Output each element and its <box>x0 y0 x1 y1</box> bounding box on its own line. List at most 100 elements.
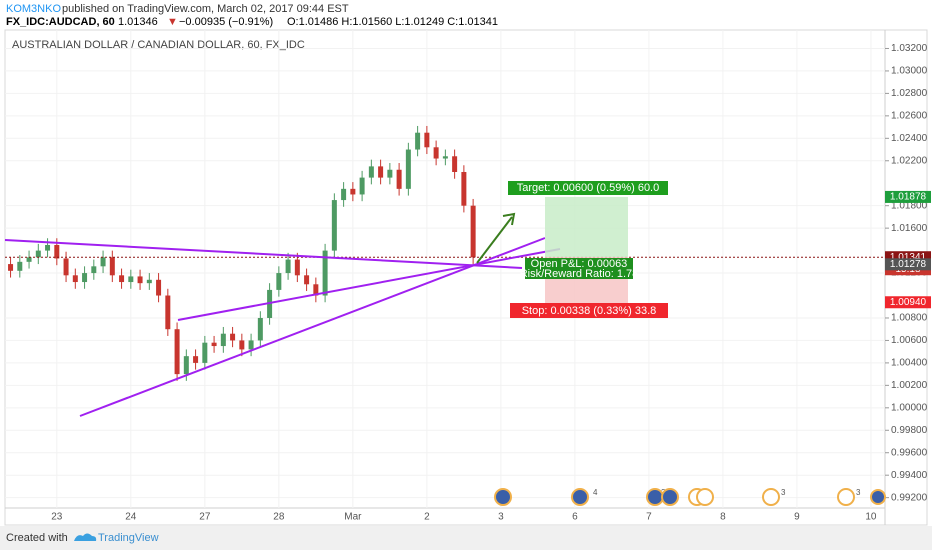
x-tick-label: 3 <box>498 512 504 523</box>
published: published on TradingView.com, March 02, … <box>62 3 349 15</box>
candle-body <box>239 340 245 350</box>
event-count: 3 <box>781 488 786 497</box>
candle-body <box>294 259 300 276</box>
x-tick-label: 2 <box>424 512 430 523</box>
candle-body <box>359 177 365 195</box>
footer-created: Created with <box>6 532 68 544</box>
target-label-box <box>508 181 668 195</box>
y-tick-label: 0.99600 <box>891 447 928 458</box>
candle-body <box>165 295 171 330</box>
symbol: FX_IDC:AUDCAD, 60 <box>6 16 115 28</box>
x-tick-label: 6 <box>572 512 578 523</box>
trend-line <box>4 239 523 269</box>
price-label-box <box>885 190 931 203</box>
candle-body <box>257 317 263 341</box>
y-tick-label: 1.00800 <box>891 313 928 324</box>
last-price: 1.01346 <box>118 16 158 28</box>
candle-body <box>452 156 458 172</box>
candle-body <box>396 169 402 189</box>
candle-body <box>128 276 134 283</box>
candle-body <box>8 264 14 271</box>
y-tick-label: 1.00600 <box>891 335 928 346</box>
price-label: 1.01878 <box>890 192 927 203</box>
events: 4 2 3 3 <box>494 488 886 506</box>
y-tick-label: 1.02200 <box>891 155 928 166</box>
event-icon[interactable] <box>494 488 512 506</box>
event-icon[interactable] <box>762 488 780 506</box>
candle-body <box>82 273 88 283</box>
author: KOM3NKO <box>6 3 61 15</box>
candle-body <box>470 205 476 258</box>
event-icon[interactable] <box>837 488 855 506</box>
candle-body <box>220 333 226 347</box>
stop-label: Stop: 0.00338 (0.33%) 33.8 <box>522 305 657 317</box>
candle-body <box>368 166 374 178</box>
y-tick-label: 1.00000 <box>891 402 928 413</box>
x-tick-label: 9 <box>794 512 800 523</box>
change: −0.00935 (−0.91%) <box>179 16 273 28</box>
footer <box>0 526 932 550</box>
event-icon[interactable] <box>661 488 679 506</box>
candle-body <box>174 329 180 375</box>
candle-body <box>45 244 51 251</box>
candle-body <box>193 356 199 363</box>
candle-body <box>248 340 254 350</box>
y-tick-label: 1.02600 <box>891 110 928 121</box>
y-tick-label: 1.03000 <box>891 66 928 77</box>
price-label-box <box>885 296 931 309</box>
candle-body <box>146 279 152 284</box>
trend-line <box>177 248 561 321</box>
y-tick-label: 1.03200 <box>891 43 928 54</box>
candle-body <box>26 257 32 262</box>
candle-body <box>350 188 356 195</box>
candle-body <box>442 156 448 159</box>
price-label: 1.01341 <box>890 252 927 263</box>
candle-body <box>433 147 439 159</box>
chart-title: AUSTRALIAN DOLLAR / CANADIAN DOLLAR, 60,… <box>12 39 305 51</box>
candle-body <box>211 342 217 347</box>
footer-brand[interactable]: TradingView <box>98 532 159 544</box>
candle-body <box>119 275 125 283</box>
chart-frame <box>4 29 928 526</box>
candle-body <box>91 266 97 274</box>
pnl-box <box>525 258 633 279</box>
y-tick-label: 0.99400 <box>891 470 928 481</box>
candle-body <box>156 279 162 296</box>
candle-body <box>202 342 208 363</box>
x-tick-label: 23 <box>51 512 63 523</box>
price-label-box <box>885 258 931 271</box>
event-icon[interactable] <box>696 488 714 506</box>
ratio-label: Risk/Reward Ratio: 1.78 <box>520 268 639 280</box>
y-tick-label: 1.01600 <box>891 223 928 234</box>
y-tick-label: 0.99200 <box>891 492 928 503</box>
event-count: 4 <box>593 488 598 497</box>
x-tick-label: 28 <box>273 512 285 523</box>
y-tick-label: 1.02400 <box>891 133 928 144</box>
candle-body <box>378 166 384 178</box>
candle-body <box>276 273 282 290</box>
event-count: 3 <box>856 488 861 497</box>
target-label: Target: 0.00600 (0.59%) 60.0 <box>517 182 659 194</box>
candle-body <box>313 284 319 296</box>
x-tick-label: 24 <box>125 512 137 523</box>
candle-body <box>461 171 467 206</box>
candle-body <box>331 200 337 251</box>
candle-body <box>137 276 143 284</box>
logo <box>74 533 97 541</box>
candle-body <box>63 258 69 276</box>
candle-body <box>72 275 78 283</box>
candle-body <box>387 169 393 178</box>
price-label: 1.01278 <box>890 259 927 270</box>
x-tick-label: 27 <box>199 512 211 523</box>
candle-body <box>415 132 421 150</box>
event-icon[interactable] <box>571 488 589 506</box>
candle-body <box>285 259 291 274</box>
arrow-head <box>502 212 516 226</box>
event-icon[interactable] <box>870 489 886 505</box>
candle-body <box>100 257 106 267</box>
y-tick-label: 1.01800 <box>891 200 928 211</box>
candle-body <box>424 132 430 148</box>
candle-body <box>322 250 328 296</box>
change-arrow: ▼ <box>167 16 178 28</box>
